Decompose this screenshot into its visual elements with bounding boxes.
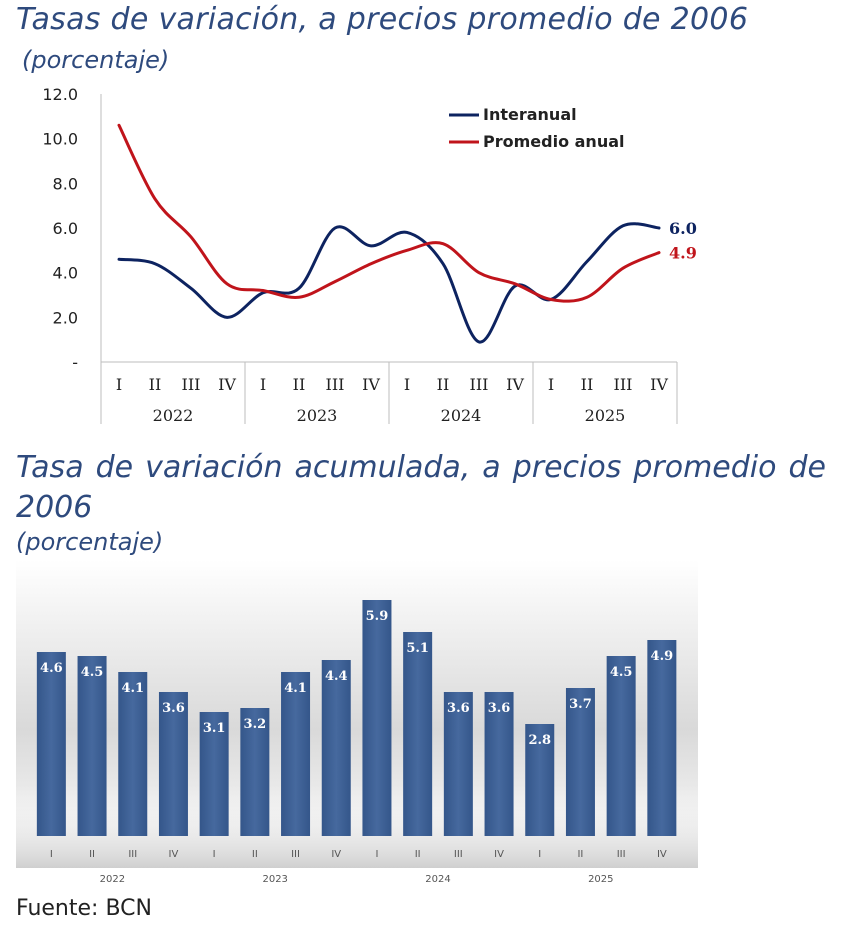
bar-value-label: 5.1: [406, 641, 429, 656]
bar-value-label: 4.5: [610, 665, 633, 680]
year-label: 2023: [297, 406, 338, 425]
x-tick-label: I: [260, 375, 266, 394]
bar-value-label: 5.9: [366, 609, 389, 624]
bar: [525, 724, 555, 836]
bar: [484, 692, 514, 836]
x-tick-label: III: [128, 849, 137, 860]
bar: [240, 708, 270, 836]
bar: [443, 692, 473, 836]
y-tick-label: 8.0: [53, 174, 78, 193]
year-label: 2024: [425, 874, 450, 885]
x-tick-label: III: [326, 375, 345, 394]
bar-value-label: 4.6: [40, 661, 63, 676]
x-tick-label: II: [149, 375, 162, 394]
bar-value-label: 3.6: [488, 701, 511, 716]
x-tick-label: III: [614, 375, 633, 394]
line-chart: -2.04.06.08.010.012.0I II III IV I II III IV I II…: [42, 85, 697, 425]
bar-value-label: 4.4: [325, 669, 348, 684]
bar-value-label: 3.2: [244, 717, 267, 732]
x-tick-label: I: [213, 849, 216, 860]
y-tick-label: 4.0: [53, 264, 78, 283]
y-tick-label: 6.0: [53, 219, 78, 238]
bar: [36, 652, 66, 836]
x-tick-label: III: [291, 849, 300, 860]
year-label: 2023: [262, 874, 287, 885]
x-tick-label: I: [116, 375, 122, 394]
line-chart-title: Tasas de variación, a precios promedio d…: [16, 2, 749, 37]
x-tick-label: II: [415, 849, 421, 860]
x-tick-label: I: [375, 849, 378, 860]
line-chart-subtitle: (porcentaje): [22, 46, 170, 74]
bar-value-label: 4.1: [121, 681, 144, 696]
x-tick-label: IV: [331, 849, 341, 860]
x-tick-label: IV: [657, 849, 667, 860]
bar: [647, 640, 677, 836]
series-line-interanual: [117, 222, 661, 344]
end-value-label: 6.0: [669, 219, 697, 238]
bar-value-label: 3.7: [569, 697, 592, 712]
bar-value-label: 3.6: [447, 701, 470, 716]
x-tick-label: II: [581, 375, 594, 394]
x-tick-label: II: [293, 375, 306, 394]
y-tick-label: -: [72, 353, 78, 372]
year-label: 2025: [585, 406, 626, 425]
x-tick-label: III: [470, 375, 489, 394]
x-tick-label: IV: [169, 849, 179, 860]
x-tick-label: IV: [218, 375, 236, 394]
x-tick-label: II: [577, 849, 583, 860]
bar: [199, 712, 229, 836]
x-tick-label: IV: [650, 375, 668, 394]
series-line-promedio-anual: [117, 123, 661, 303]
bar-chart-subtitle: (porcentaje): [16, 528, 164, 556]
bar: [77, 656, 107, 836]
year-label: 2022: [153, 406, 194, 425]
bar: [565, 688, 595, 836]
bar-value-label: 4.9: [651, 649, 674, 664]
year-label: 2024: [441, 406, 482, 425]
y-tick-label: 10.0: [42, 130, 78, 149]
source-note: Fuente: BCN: [16, 896, 152, 921]
bar-value-label: 3.1: [203, 721, 226, 736]
year-label: 2022: [100, 874, 125, 885]
bar-value-label: 4.5: [81, 665, 104, 680]
x-tick-label: IV: [362, 375, 380, 394]
bar: [606, 656, 636, 836]
bar-value-label: 4.1: [284, 681, 307, 696]
legend-label: Interanual: [483, 105, 577, 124]
x-tick-label: I: [50, 849, 53, 860]
bar: [362, 600, 392, 836]
bar-value-label: 2.8: [528, 733, 551, 748]
bar-chart: 4.6I4.5II4.1III3.6IV3.1I3.2II4.1III4.4IV…: [16, 560, 698, 885]
x-tick-label: IV: [494, 849, 504, 860]
x-tick-label: I: [538, 849, 541, 860]
x-tick-label: II: [252, 849, 258, 860]
x-tick-label: III: [617, 849, 626, 860]
x-tick-label: I: [404, 375, 410, 394]
x-tick-label: III: [454, 849, 463, 860]
x-tick-label: II: [437, 375, 450, 394]
y-tick-label: 12.0: [42, 85, 78, 104]
year-label: 2025: [588, 874, 613, 885]
y-tick-label: 2.0: [53, 308, 78, 327]
end-value-label: 4.9: [669, 244, 697, 263]
x-tick-label: IV: [506, 375, 524, 394]
bar-value-label: 3.6: [162, 701, 185, 716]
bar: [158, 692, 188, 836]
bar: [321, 660, 351, 836]
bar: [118, 672, 148, 836]
x-tick-label: II: [89, 849, 95, 860]
bar: [281, 672, 311, 836]
bar-chart-title: Tasa de variación acumulada, a precios p…: [16, 450, 826, 525]
x-tick-label: I: [548, 375, 554, 394]
legend-label: Promedio anual: [483, 132, 625, 151]
bar: [403, 632, 433, 836]
x-tick-label: III: [182, 375, 201, 394]
